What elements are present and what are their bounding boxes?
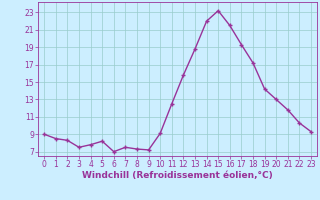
X-axis label: Windchill (Refroidissement éolien,°C): Windchill (Refroidissement éolien,°C)	[82, 171, 273, 180]
